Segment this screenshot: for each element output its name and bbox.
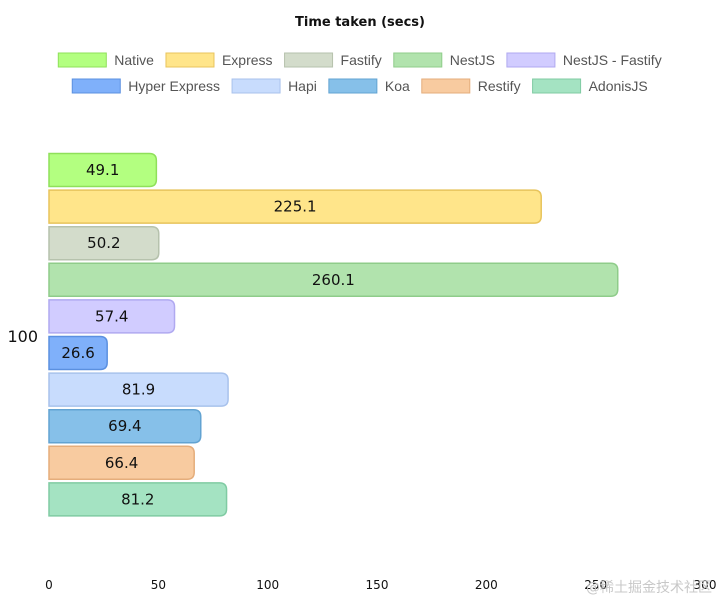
legend-item-restify[interactable]: Restify (421, 78, 521, 94)
bar-value-label-nestjs: 260.1 (312, 271, 355, 289)
legend-item-koa[interactable]: Koa (328, 78, 410, 94)
legend-label-hapi: Hapi (288, 78, 317, 94)
bars: 49.1 225.1 50.2 260.1 57.4 26.6 81.9 69.4 66.4 81… (48, 152, 619, 517)
bar-nestjs-fastify[interactable] (48, 299, 176, 334)
legend-swatch-hapi (231, 78, 281, 94)
x-tick-label: 250 (584, 578, 607, 592)
legend-item-native[interactable]: Native (57, 52, 154, 68)
bar-koa[interactable] (48, 408, 202, 444)
legend-swatch-fastify (284, 52, 334, 68)
bar-value-label-fastify: 50.2 (87, 234, 120, 252)
bar-value-label-nestjs-fastify: 57.4 (95, 307, 128, 325)
x-tick-label: 300 (694, 578, 717, 592)
watermark-text: @稀土掘金技术社区 (586, 580, 712, 596)
bar-adonisjs[interactable] (48, 482, 228, 517)
legend-item-express[interactable]: Express (165, 52, 273, 68)
bar-value-label-express: 225.1 (274, 198, 317, 216)
x-tick-label: 0 (45, 578, 53, 592)
bar-nestjs[interactable] (48, 262, 619, 298)
legend-label-native: Native (114, 52, 154, 68)
legend-item-hyper-express[interactable]: Hyper Express (71, 78, 220, 94)
x-tick-label: 50 (151, 578, 166, 592)
legend-swatch-express (165, 52, 215, 68)
x-tick-label: 100 (256, 578, 279, 592)
bar-value-label-hapi: 81.9 (122, 381, 155, 399)
legend-label-restify: Restify (478, 78, 521, 94)
legend-item-hapi[interactable]: Hapi (231, 78, 317, 94)
legend-label-adonisjs: AdonisJS (589, 78, 648, 94)
legend-swatch-nestjs-fastify (506, 52, 556, 68)
legend-swatch-native (57, 52, 107, 68)
legend-label-express: Express (222, 52, 273, 68)
bar-value-label-adonisjs: 81.2 (121, 490, 154, 508)
bar-value-label-native: 49.1 (86, 161, 119, 179)
x-axis: 0 50 100 150 200 250 300 (45, 578, 716, 592)
bar-value-label-restify: 66.4 (105, 454, 138, 472)
legend-swatch-koa (328, 78, 378, 94)
legend-swatch-nestjs (393, 52, 443, 68)
legend-item-nestjs-fastify[interactable]: NestJS - Fastify (506, 52, 662, 68)
legend-label-fastify: Fastify (341, 52, 382, 68)
legend-item-adonisjs[interactable]: AdonisJS (532, 78, 648, 94)
category-label: 100 (7, 327, 38, 346)
bar-hyper-express[interactable] (48, 335, 108, 371)
legend-swatch-restify (421, 78, 471, 94)
legend-item-nestjs[interactable]: NestJS (393, 52, 495, 68)
legend-swatch-hyper-express (71, 78, 121, 94)
x-tick-label: 150 (366, 578, 389, 592)
legend[interactable]: Native Express Fastify NestJS NestJS - Fasti… (57, 52, 662, 94)
bar-express[interactable] (48, 189, 542, 224)
bar-fastify[interactable] (48, 225, 160, 261)
bar-value-label-hyper-express: 26.6 (61, 344, 94, 362)
legend-label-nestjs-fastify: NestJS - Fastify (563, 52, 662, 68)
legend-swatch-adonisjs (532, 78, 582, 94)
bar-restify[interactable] (48, 445, 195, 481)
legend-label-koa: Koa (385, 78, 410, 94)
bar-native[interactable] (48, 152, 158, 188)
legend-item-fastify[interactable]: Fastify (284, 52, 382, 68)
legend-label-nestjs: NestJS (450, 52, 495, 68)
bar-value-label-koa: 69.4 (108, 417, 141, 435)
chart-title: Time taken (secs) (295, 15, 425, 30)
bar-hapi[interactable] (48, 372, 229, 407)
legend-label-hyper-express: Hyper Express (128, 78, 220, 94)
x-tick-label: 200 (475, 578, 498, 592)
